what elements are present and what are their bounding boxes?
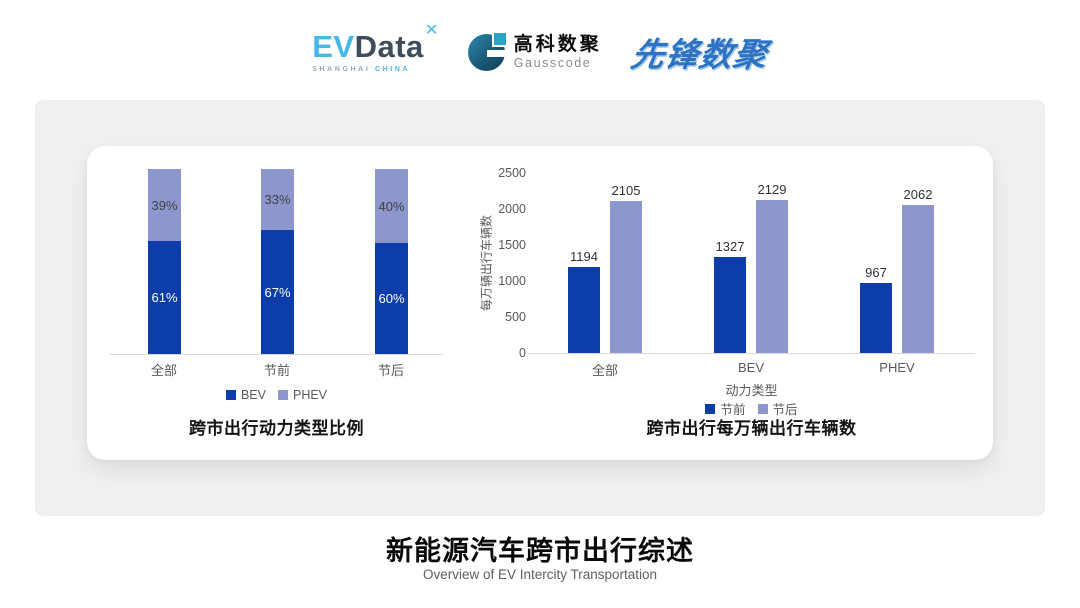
right-cat-label: BEV [737, 360, 765, 375]
page-title: 新能源汽车跨市出行综述 [386, 536, 694, 566]
ytick-1000: 1000 [498, 274, 526, 288]
bar-节后-全部 [610, 201, 642, 353]
gausscode-cn-text: 高科数聚 [513, 33, 602, 55]
evdata-shanghai-text: SHANGHAI [312, 66, 371, 73]
legend-item-BEV: BEV [225, 388, 266, 402]
ytick-500: 500 [505, 310, 526, 324]
value-label: 967 [865, 265, 887, 280]
evdata-ev-text: EV [312, 29, 355, 64]
ytick-1500: 1500 [498, 238, 526, 252]
stacked-bar-节后: 40% 60% [375, 169, 408, 354]
right-chart-title: 跨市出行每万辆出行车辆数 [646, 419, 857, 438]
value-label: 2062 [903, 187, 933, 202]
ytick-2500: 2500 [498, 166, 526, 180]
value-label: 2129 [757, 182, 787, 197]
evdata-wordmark: EV Data ✕ [312, 23, 438, 64]
bar-节前-PHEV [860, 283, 892, 353]
bar-segment-phev: 33% [261, 169, 294, 231]
value-label: 1194 [570, 249, 598, 264]
pioneer-logo: 先锋数聚 [628, 36, 771, 73]
gausscode-en-text: Gausscode [513, 55, 592, 70]
right-cat-label: PHEV [879, 360, 915, 375]
evdata-china-text: CHINA [374, 66, 411, 73]
right-chart-legend: 节前 节后 [528, 399, 975, 418]
legend-swatch [277, 390, 288, 400]
page-subtitle: Overview of EV Intercity Transportation [422, 567, 658, 582]
gausscode-wordmark: 高科数聚 Gausscode [514, 34, 602, 70]
legend-label: 节后 [772, 403, 798, 417]
evdata-data-text: Data [354, 29, 424, 64]
legend-item-节前: 节前 [705, 399, 746, 418]
bar-segment-bev: 61% [148, 241, 181, 354]
evdata-logo: EV Data ✕ SHANGHAI CHINA [312, 23, 438, 74]
charts-card: BEV PHEV 跨市出行动力类型比例 每万辆出行车辆数 动力类型 节前 节后 跨市… [87, 146, 993, 460]
ytick-2000: 2000 [498, 202, 526, 216]
legend-label: BEV [240, 388, 266, 402]
bar-segment-phev: 40% [375, 169, 408, 243]
bar-segment-bev: 60% [375, 243, 408, 354]
gausscode-g-icon [467, 32, 506, 71]
header-logos: EV Data ✕ SHANGHAI CHINA 高科数聚 Gausscode 先锋… [0, 22, 1080, 82]
gausscode-logo: 高科数聚 Gausscode [467, 32, 602, 71]
left-chart-baseline [110, 354, 443, 355]
left-chart-legend: BEV PHEV [110, 388, 443, 402]
bar-segment-bev: 67% [261, 230, 294, 354]
gray-panel: BEV PHEV 跨市出行动力类型比例 每万辆出行车辆数 动力类型 节前 节后 跨市… [35, 100, 1045, 516]
left-cat-label: 全部 [150, 363, 178, 378]
stacked-bar-全部: 39% 61% [148, 169, 181, 354]
legend-swatch [225, 390, 236, 400]
legend-item-PHEV: PHEV [277, 388, 328, 402]
value-label: 1327 [715, 239, 745, 254]
legend-swatch [757, 403, 768, 414]
right-chart-xlabel: 动力类型 [725, 383, 778, 398]
legend-swatch [705, 403, 716, 414]
right-cat-label: 全部 [591, 363, 619, 378]
bar-segment-phev: 39% [148, 169, 181, 242]
bar-节前-全部 [568, 267, 600, 353]
evdata-x-icon: ✕ [424, 22, 439, 39]
left-cat-label: 节后 [377, 363, 405, 378]
bar-节后-BEV [756, 200, 788, 353]
left-chart-title: 跨市出行动力类型比例 [189, 419, 364, 438]
value-label: 2105 [611, 183, 641, 198]
legend-label: 节前 [720, 403, 746, 417]
legend-label: PHEV [292, 388, 328, 402]
right-chart-ylabel: 每万辆出行车辆数 [479, 214, 494, 312]
ytick-0: 0 [519, 346, 526, 360]
left-cat-label: 节前 [263, 363, 291, 378]
bar-节后-PHEV [902, 205, 934, 353]
evdata-subtitle: SHANGHAI CHINA [312, 66, 410, 73]
right-chart-baseline [528, 353, 975, 354]
legend-item-节后: 节后 [757, 399, 798, 418]
stacked-bar-节前: 33% 67% [261, 169, 294, 354]
bar-节前-BEV [714, 257, 746, 353]
